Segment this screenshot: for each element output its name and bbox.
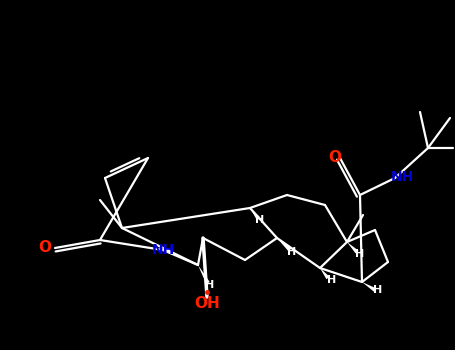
Text: H: H <box>374 285 383 295</box>
Polygon shape <box>198 265 210 284</box>
Text: O: O <box>39 240 51 256</box>
Text: OH: OH <box>194 295 220 310</box>
Polygon shape <box>362 282 376 292</box>
Polygon shape <box>277 238 291 251</box>
Text: NH: NH <box>152 243 175 257</box>
Text: H: H <box>355 249 364 259</box>
Text: H: H <box>288 247 297 257</box>
Polygon shape <box>250 208 259 219</box>
Text: H: H <box>205 280 215 290</box>
Text: H: H <box>255 215 265 225</box>
Polygon shape <box>320 268 329 279</box>
Text: NH: NH <box>390 170 414 184</box>
Text: H: H <box>328 275 337 285</box>
Polygon shape <box>347 242 359 253</box>
Text: O: O <box>329 149 342 164</box>
